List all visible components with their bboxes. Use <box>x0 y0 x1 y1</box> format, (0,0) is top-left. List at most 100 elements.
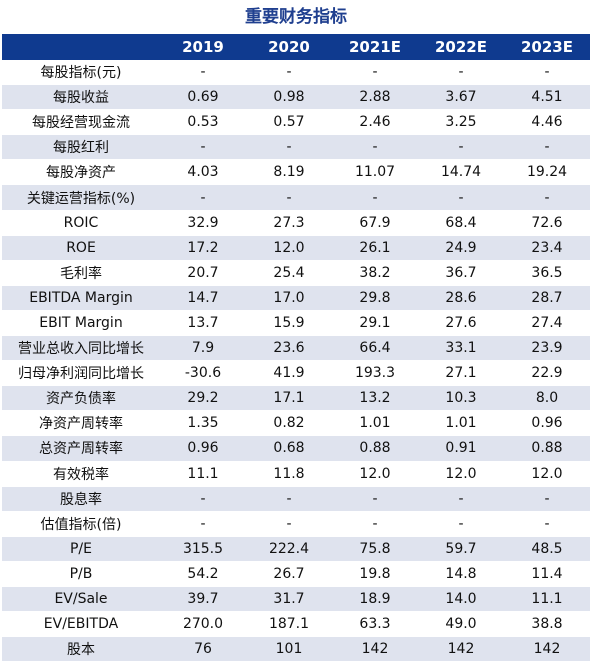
row-label: 毛利率 <box>2 260 160 286</box>
value-cell: 101 <box>246 636 332 662</box>
row-label: 关键运营指标(%) <box>2 184 160 211</box>
value-cell: 22.9 <box>504 360 590 387</box>
value-cell: - <box>418 486 504 512</box>
value-cell: 54.2 <box>160 561 246 587</box>
value-cell: 11.4 <box>504 561 590 587</box>
table-row: EBIT Margin 13.7 15.9 29.1 27.6 27.4 <box>2 310 590 337</box>
table-title: 重要财务指标 <box>245 7 347 27</box>
value-cell: 3.67 <box>418 84 504 111</box>
value-cell: - <box>504 511 590 537</box>
row-label: 有效税率 <box>2 461 160 487</box>
row-label: EBITDA Margin <box>2 285 160 311</box>
row-label: 总资产周转率 <box>2 435 160 462</box>
row-label: 每股经营现金流 <box>2 109 160 136</box>
value-cell: 2.88 <box>332 84 418 111</box>
value-cell: - <box>332 184 418 211</box>
value-cell: 63.3 <box>332 611 418 638</box>
value-cell: - <box>160 134 246 161</box>
value-cell: 67.9 <box>332 210 418 236</box>
table-row: ROE 17.2 12.0 26.1 24.9 23.4 <box>2 235 590 261</box>
table-row: 毛利率 20.7 25.4 38.2 36.7 36.5 <box>2 260 590 286</box>
row-label: EV/Sale <box>2 586 160 613</box>
value-cell: 0.68 <box>246 435 332 462</box>
row-label: ROE <box>2 235 160 261</box>
value-cell: 31.7 <box>246 586 332 613</box>
value-cell: 26.7 <box>246 561 332 587</box>
value-cell: - <box>504 60 590 86</box>
table-body: 每股指标(元) - - - - - 每股收益 0.69 0.98 2.88 3.67 4.51 每股经营… <box>2 60 590 662</box>
value-cell: 38.2 <box>332 260 418 286</box>
value-cell: 2.46 <box>332 109 418 136</box>
row-label: ROIC <box>2 210 160 236</box>
value-cell: 17.2 <box>160 235 246 261</box>
header-cell: 2020 <box>246 34 332 60</box>
value-cell: 33.1 <box>418 335 504 362</box>
value-cell: 59.7 <box>418 536 504 562</box>
value-cell: 23.9 <box>504 335 590 362</box>
value-cell: 15.9 <box>246 310 332 337</box>
row-label: P/E <box>2 536 160 562</box>
value-cell: 68.4 <box>418 210 504 236</box>
table-row: EBITDA Margin 14.7 17.0 29.8 28.6 28.7 <box>2 285 590 311</box>
value-cell: 1.01 <box>418 410 504 437</box>
value-cell: - <box>418 184 504 211</box>
table-row: 归母净利润同比增长 -30.6 41.9 193.3 27.1 22.9 <box>2 360 590 387</box>
value-cell: 20.7 <box>160 260 246 286</box>
value-cell: 187.1 <box>246 611 332 638</box>
table-row: EV/EBITDA 270.0 187.1 63.3 49.0 38.8 <box>2 611 590 638</box>
value-cell: 14.0 <box>418 586 504 613</box>
page: 重要财务指标 2019 2020 2021E 2022E 2023E 每股指标(… <box>2 7 590 662</box>
value-cell: 8.19 <box>246 159 332 186</box>
value-cell: 12.0 <box>246 235 332 261</box>
value-cell: -30.6 <box>160 360 246 387</box>
row-label: 股本 <box>2 636 160 662</box>
value-cell: - <box>246 184 332 211</box>
value-cell: 27.1 <box>418 360 504 387</box>
value-cell: 0.98 <box>246 84 332 111</box>
table-row: 股本 76 101 142 142 142 <box>2 636 590 662</box>
table-row: 每股经营现金流 0.53 0.57 2.46 3.25 4.46 <box>2 109 590 136</box>
value-cell: 13.2 <box>332 385 418 412</box>
value-cell: 4.51 <box>504 84 590 111</box>
value-cell: 24.9 <box>418 235 504 261</box>
value-cell: 28.7 <box>504 285 590 311</box>
row-label: 每股红利 <box>2 134 160 161</box>
value-cell: 14.7 <box>160 285 246 311</box>
value-cell: - <box>504 486 590 512</box>
value-cell: 3.25 <box>418 109 504 136</box>
value-cell: 0.91 <box>418 435 504 462</box>
table-row: 营业总收入同比增长 7.9 23.6 66.4 33.1 23.9 <box>2 335 590 362</box>
table-row: 净资产周转率 1.35 0.82 1.01 1.01 0.96 <box>2 410 590 437</box>
value-cell: 0.88 <box>332 435 418 462</box>
value-cell: 41.9 <box>246 360 332 387</box>
value-cell: 49.0 <box>418 611 504 638</box>
value-cell: - <box>418 60 504 86</box>
row-label: 净资产周转率 <box>2 410 160 437</box>
row-label: 每股收益 <box>2 84 160 111</box>
value-cell: - <box>418 511 504 537</box>
value-cell: 11.1 <box>504 586 590 613</box>
value-cell: 72.6 <box>504 210 590 236</box>
value-cell: - <box>332 134 418 161</box>
value-cell: - <box>504 184 590 211</box>
header-cell: 2021E <box>332 34 418 60</box>
value-cell: 12.0 <box>418 461 504 487</box>
value-cell: 36.7 <box>418 260 504 286</box>
value-cell: 27.6 <box>418 310 504 337</box>
value-cell: 4.46 <box>504 109 590 136</box>
table-row: 总资产周转率 0.96 0.68 0.88 0.91 0.88 <box>2 435 590 462</box>
value-cell: 75.8 <box>332 536 418 562</box>
value-cell: 10.3 <box>418 385 504 412</box>
value-cell: 0.96 <box>160 435 246 462</box>
value-cell: - <box>418 134 504 161</box>
table-row: 有效税率 11.1 11.8 12.0 12.0 12.0 <box>2 461 590 487</box>
value-cell: 27.4 <box>504 310 590 337</box>
value-cell: 27.3 <box>246 210 332 236</box>
value-cell: 23.4 <box>504 235 590 261</box>
value-cell: 315.5 <box>160 536 246 562</box>
value-cell: 11.07 <box>332 159 418 186</box>
value-cell: 32.9 <box>160 210 246 236</box>
value-cell: 66.4 <box>332 335 418 362</box>
value-cell: - <box>504 134 590 161</box>
row-label: EBIT Margin <box>2 310 160 337</box>
